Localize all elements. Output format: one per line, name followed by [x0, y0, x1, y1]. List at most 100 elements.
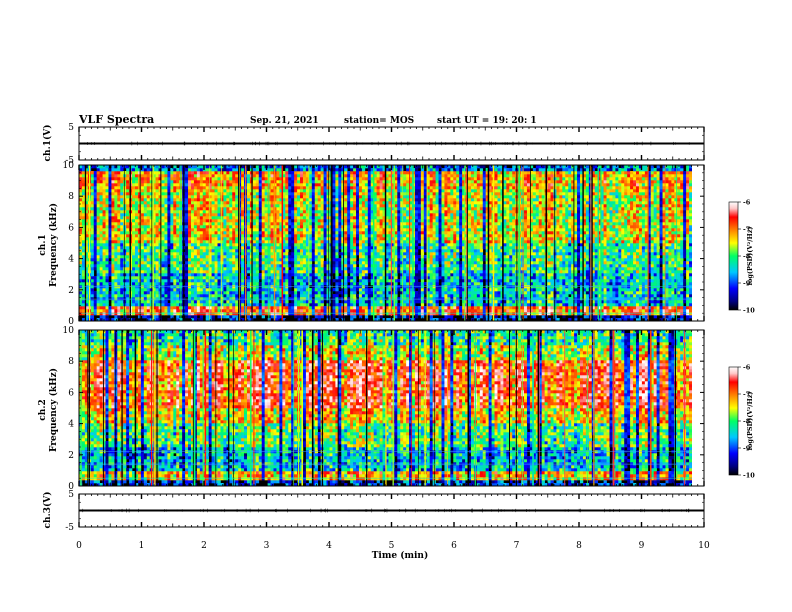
ch1-spectrogram-cell	[156, 240, 159, 243]
ch1-spectrogram-cell	[218, 204, 221, 207]
ch1-spectrogram-cell	[318, 297, 321, 300]
ch1-spectrogram-cell	[117, 243, 120, 246]
ch1-spectrogram-cell	[291, 183, 294, 186]
ch1-spectrogram-cell	[103, 237, 106, 240]
ch1-spectrogram-cell	[218, 261, 221, 264]
ch1-spectrogram-cell	[164, 282, 167, 285]
ch1-spectrogram-cell	[197, 204, 200, 207]
ch1-spectrogram-cell	[173, 264, 176, 267]
ch1-spectrogram-cell	[132, 180, 135, 183]
ch1-spectrogram-cell	[262, 303, 265, 306]
ch1-spectrogram-cell	[327, 246, 330, 249]
ch1-spectrogram-cell	[271, 171, 274, 174]
ch1-spectrogram-cell	[167, 201, 170, 204]
ch1-spectrogram-cell	[147, 204, 150, 207]
ch1-spectrogram-cell	[297, 234, 300, 237]
ch1-spectrogram-cell	[97, 174, 100, 177]
ch1-spectrogram-cell	[253, 312, 256, 315]
ch1-spectrogram-cell	[297, 309, 300, 312]
ch1-spectrogram-cell	[315, 237, 318, 240]
ch1-spectrogram-cell	[111, 270, 114, 273]
ch1-spectrogram-cell	[132, 246, 135, 249]
ch1-spectrogram-cell	[106, 297, 109, 300]
ch1-spectrogram-cell	[229, 276, 232, 279]
ch1-spectrogram-cell	[191, 240, 194, 243]
ch1-spectrogram-cell	[285, 189, 288, 192]
ch1-spectrogram-cell	[144, 309, 147, 312]
ch1-spectrogram-cell	[318, 315, 321, 318]
ch1-spectrogram-cell	[114, 180, 117, 183]
ch1-spectrogram-cell	[194, 186, 197, 189]
ch1-spectrogram-cell	[147, 192, 150, 195]
ch1-spectrogram-cell	[294, 198, 297, 201]
ch1-spectrogram-cell	[200, 183, 203, 186]
ch1-spectrogram-cell	[265, 177, 268, 180]
ch1-spectrogram-cell	[164, 195, 167, 198]
ch1-spectrogram-cell	[341, 246, 344, 249]
ch1-spectrogram-cell	[215, 195, 218, 198]
ch1-spectrogram-cell	[91, 312, 94, 315]
ch1-spectrogram-cell	[226, 315, 229, 318]
ch1-spectrogram-cell	[164, 309, 167, 312]
ch1-spectrogram-cell	[111, 246, 114, 249]
ch1-spectrogram-cell	[300, 219, 303, 222]
ch1-spectrogram-cell	[241, 177, 244, 180]
ch1-spectrogram-cell	[176, 273, 179, 276]
ch1-spectrogram-cell	[256, 198, 259, 201]
ch1-spectrogram-cell	[138, 171, 141, 174]
ch1-spectrogram-cell	[150, 249, 153, 252]
ch1-spectrogram-cell	[218, 312, 221, 315]
ch1-spectrogram-cell	[176, 315, 179, 318]
ch1-spectrogram-cell	[276, 216, 279, 219]
ch1-spectrogram-cell	[294, 219, 297, 222]
ch1-spectrogram-cell	[332, 309, 335, 312]
ch1-spectrogram-cell	[141, 183, 144, 186]
ch1-spectrogram-cell	[191, 201, 194, 204]
ch1-spectrogram-cell	[335, 180, 338, 183]
ch1-spectrogram-cell	[194, 171, 197, 174]
ch1-spectrogram-cell	[341, 240, 344, 243]
ch1-spectrogram-cell	[229, 312, 232, 315]
ch1-spectrogram-cell	[315, 207, 318, 210]
ch1-spectrogram-cell	[173, 279, 176, 282]
ch1-spectrogram-cell	[247, 294, 250, 297]
ch1-spectrogram-cell	[123, 228, 126, 231]
ch1-spectrogram-cell	[265, 228, 268, 231]
ch1-spectrogram-cell	[94, 171, 97, 174]
ch1-spectrogram-cell	[103, 180, 106, 183]
ch1-spectrogram-cell	[300, 231, 303, 234]
ch1-spectrogram-cell	[218, 219, 221, 222]
ch1-spectrogram-cell	[188, 246, 191, 249]
ch1-spectrogram-cell	[321, 195, 324, 198]
ch1-spectrogram-cell	[318, 180, 321, 183]
ch1-spectrogram-cell	[106, 180, 109, 183]
ch1-spectrogram-cell	[229, 264, 232, 267]
ch1-spectrogram-cell	[344, 219, 347, 222]
ch1-spectrogram-cell	[332, 186, 335, 189]
ch1-spectrogram-cell	[344, 306, 347, 309]
ch1-spectrogram-cell	[259, 258, 262, 261]
ch1-spectrogram-cell	[111, 306, 114, 309]
ch1-spectrogram-cell	[223, 171, 226, 174]
ch1-spectrogram-cell	[309, 210, 312, 213]
ch1-spectrogram-cell	[185, 222, 188, 225]
ch1-spectrogram-cell	[191, 288, 194, 291]
ch1-spectrogram-cell	[203, 171, 206, 174]
ch1-spectrogram-cell	[170, 180, 173, 183]
ch1-spectrogram-cell	[235, 261, 238, 264]
ch1-spectrogram-cell	[262, 201, 265, 204]
ch1-spectrogram-cell	[117, 234, 120, 237]
ch1-spectrogram-cell	[288, 258, 291, 261]
ch1-spectrogram-cell	[327, 300, 330, 303]
ch1-spectrogram-cell	[159, 234, 162, 237]
ch1-spectrogram-cell	[209, 219, 212, 222]
ch1-spectrogram-cell	[108, 309, 111, 312]
ch1-spectrogram-cell	[197, 213, 200, 216]
ch1-spectrogram-cell	[253, 300, 256, 303]
ch1-spectrogram-cell	[126, 195, 129, 198]
ch1-spectrogram-cell	[285, 300, 288, 303]
ch1-spectrogram-cell	[100, 255, 103, 258]
ch1-spectrogram-cell	[226, 249, 229, 252]
ch1-spectrogram-cell	[235, 189, 238, 192]
ch1-spectrogram-cell	[218, 303, 221, 306]
